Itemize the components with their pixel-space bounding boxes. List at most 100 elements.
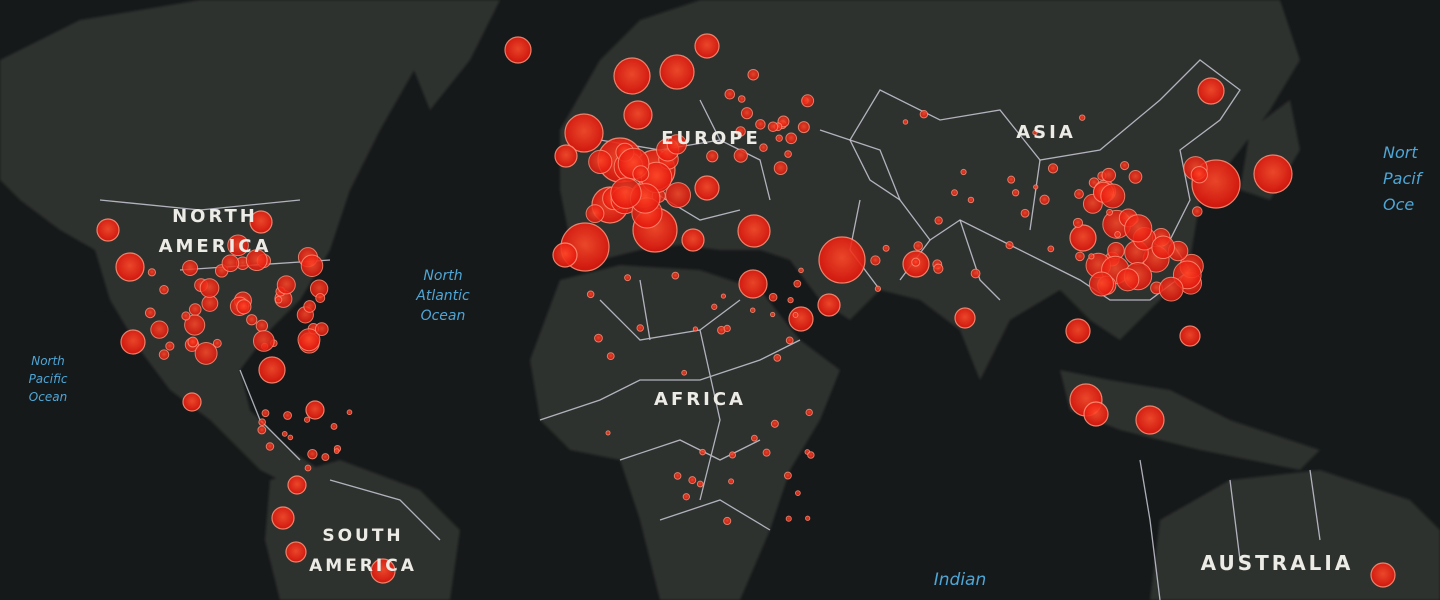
case-bubble xyxy=(737,214,771,248)
case-bubble xyxy=(287,434,294,441)
case-bubble xyxy=(673,472,682,480)
case-bubble xyxy=(632,165,650,183)
case-bubble xyxy=(817,293,841,317)
case-bubble xyxy=(257,425,267,435)
case-bubble xyxy=(1151,235,1175,260)
case-bubble xyxy=(798,267,804,274)
ocean-label: Ocean xyxy=(29,390,67,404)
case-bubble xyxy=(728,478,735,485)
case-bubble xyxy=(788,306,814,332)
case-bubble xyxy=(586,290,595,299)
case-bubble xyxy=(281,431,288,437)
case-bubble xyxy=(793,279,802,288)
case-bubble xyxy=(585,204,605,224)
continent-label: ASIA xyxy=(1016,122,1076,143)
case-bubble xyxy=(665,182,692,209)
continent-label: SOUTH xyxy=(322,526,403,546)
case-bubble xyxy=(1197,77,1225,105)
case-bubble xyxy=(212,338,222,348)
case-bubble xyxy=(283,411,292,420)
case-bubble xyxy=(902,119,909,125)
case-bubble xyxy=(723,516,732,526)
case-bubble xyxy=(158,349,170,360)
australia xyxy=(1150,470,1440,600)
case-bubble xyxy=(696,480,704,488)
case-bubble xyxy=(314,322,329,336)
case-bubble xyxy=(1007,175,1016,184)
case-bubble xyxy=(870,255,881,266)
case-bubble xyxy=(692,326,699,332)
case-bubble xyxy=(1179,325,1201,347)
case-bubble xyxy=(605,430,611,436)
case-bubble xyxy=(681,369,688,376)
case-bubble xyxy=(919,109,929,119)
case-bubble xyxy=(1069,224,1097,252)
case-bubble xyxy=(794,490,801,497)
case-bubble xyxy=(227,234,249,257)
case-bubble xyxy=(688,476,697,485)
case-bubble xyxy=(307,449,318,460)
case-bubble xyxy=(554,144,578,168)
case-bubble xyxy=(1020,208,1030,218)
case-bubble xyxy=(1011,189,1020,197)
case-bubble xyxy=(303,416,311,423)
case-bubble xyxy=(346,409,353,416)
case-bubble xyxy=(285,541,307,563)
case-bubble xyxy=(735,126,746,137)
case-bubble xyxy=(194,341,218,365)
ocean-label: Nort xyxy=(1383,143,1418,162)
case-bubble xyxy=(624,274,632,282)
case-bubble xyxy=(159,285,169,295)
case-bubble xyxy=(874,285,882,292)
case-bubble xyxy=(181,311,191,321)
case-bubble xyxy=(785,336,794,345)
case-bubble xyxy=(1083,401,1109,427)
case-bubble xyxy=(606,352,615,361)
case-bubble xyxy=(784,150,792,158)
case-bubble xyxy=(1100,183,1126,209)
case-bubble xyxy=(588,149,613,174)
case-bubble xyxy=(805,408,813,417)
case-bubble xyxy=(96,218,120,242)
case-bubble xyxy=(1135,405,1165,435)
case-bubble xyxy=(1116,268,1140,292)
case-bubble xyxy=(797,121,810,134)
case-bubble xyxy=(694,33,720,59)
case-bubble xyxy=(636,324,644,332)
case-bubble xyxy=(594,333,603,343)
case-bubble xyxy=(770,311,776,318)
case-bubble xyxy=(201,295,219,312)
case-bubble xyxy=(258,356,286,384)
case-bubble xyxy=(1075,251,1085,262)
case-bubble xyxy=(564,113,604,153)
case-bubble xyxy=(613,57,651,95)
case-bubble xyxy=(749,307,756,313)
north-america xyxy=(0,0,420,420)
case-bubble xyxy=(165,341,175,351)
continent-label: NORTH xyxy=(172,206,258,227)
case-bubble xyxy=(767,121,779,133)
case-bubble xyxy=(370,558,396,584)
case-bubble xyxy=(711,303,718,310)
case-bubble xyxy=(728,451,737,459)
case-bubble xyxy=(818,236,866,284)
case-bubble xyxy=(1072,217,1084,228)
case-bubble xyxy=(768,292,778,302)
ocean-label: Oce xyxy=(1383,195,1414,214)
case-bubble xyxy=(785,132,798,145)
case-bubble xyxy=(274,296,283,304)
case-bubble xyxy=(252,330,275,352)
case-bubble xyxy=(1005,241,1014,250)
continent-label: EUROPE xyxy=(661,128,761,149)
case-bubble xyxy=(1079,114,1086,121)
case-bubble xyxy=(120,329,146,355)
case-bubble xyxy=(249,210,273,234)
ocean-label: Pacific xyxy=(29,372,68,386)
case-bubble xyxy=(1124,214,1153,243)
case-bubble xyxy=(115,252,145,282)
case-bubble xyxy=(1101,167,1116,183)
case-bubble xyxy=(255,319,269,333)
case-bubble xyxy=(1074,189,1084,199)
case-bubble xyxy=(261,409,270,418)
